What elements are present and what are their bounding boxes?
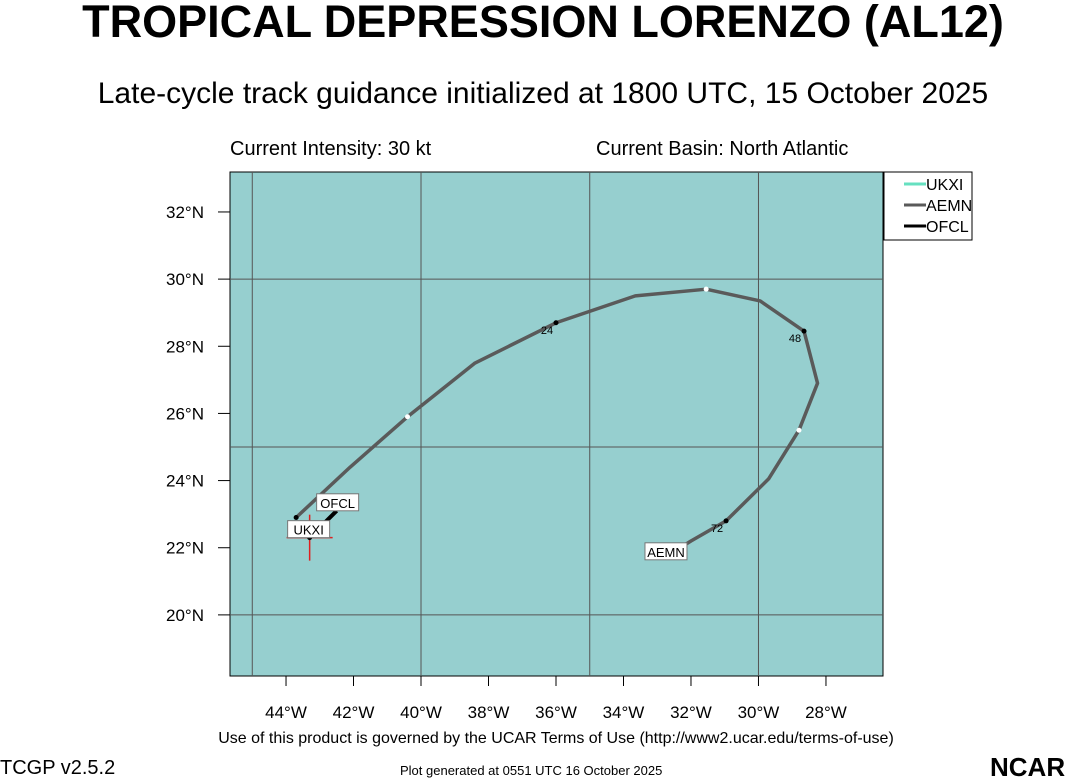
ncar-logo: NCAR <box>990 752 1066 782</box>
ofcl-end-label-box <box>316 493 360 512</box>
x-tick-label: 30°W <box>738 703 780 722</box>
x-tick-label: 36°W <box>535 703 577 722</box>
chart-title: TROPICAL DEPRESSION LORENZO (AL12) <box>82 0 1004 47</box>
ocean-background <box>229 171 884 677</box>
track-point <box>796 427 802 433</box>
generated-time: Plot generated at 0551 UTC 16 October 20… <box>400 763 663 778</box>
x-tick-label: 28°W <box>805 703 847 722</box>
ukxi-end-label-box <box>287 520 331 539</box>
ofcl-end-label: OFCL <box>320 496 355 511</box>
ukxi-end-label: UKXI <box>293 523 323 538</box>
x-tick-label: 32°W <box>670 703 712 722</box>
chart-subtitle: Late-cycle track guidance initialized at… <box>97 77 989 110</box>
x-tick-label: 42°W <box>333 703 375 722</box>
x-tick-label: 38°W <box>468 703 510 722</box>
y-tick-label: 32°N <box>166 203 204 222</box>
legend-box <box>883 171 973 241</box>
y-tick-label: 22°N <box>166 539 204 558</box>
track-point <box>293 515 299 521</box>
legend-label-aemn: AEMN <box>926 198 972 215</box>
track-aemn <box>294 287 820 560</box>
version-label: TCGP v2.5.2 <box>0 757 116 779</box>
current-basin: Current Basin: North Atlantic <box>596 138 849 160</box>
legend-label-ukxi: UKXI <box>926 177 963 194</box>
y-tick-label: 26°N <box>166 404 204 423</box>
aemn-end-label: AEMN <box>647 545 685 560</box>
x-tick-label: 34°W <box>603 703 645 722</box>
y-tick-label: 24°N <box>166 472 204 491</box>
y-tick-label: 28°N <box>166 337 204 356</box>
track-point <box>703 286 709 292</box>
forecast-hour-label: 72 <box>711 523 723 535</box>
track-point <box>553 320 559 326</box>
x-tick-label: 44°W <box>265 703 307 722</box>
terms-of-use: Use of this product is governed by the U… <box>218 730 894 747</box>
forecast-hour-label: 24 <box>541 325 553 337</box>
current-intensity: Current Intensity: 30 kt <box>230 138 432 160</box>
x-tick-label: 40°W <box>400 703 442 722</box>
track-point <box>801 328 807 334</box>
y-tick-label: 20°N <box>166 606 204 625</box>
legend-label-ofcl: OFCL <box>926 219 969 236</box>
forecast-hour-label: 48 <box>789 333 801 345</box>
track-point <box>723 518 729 524</box>
y-tick-label: 30°N <box>166 270 204 289</box>
track-point <box>405 414 411 420</box>
aemn-end-label-box <box>644 542 688 561</box>
